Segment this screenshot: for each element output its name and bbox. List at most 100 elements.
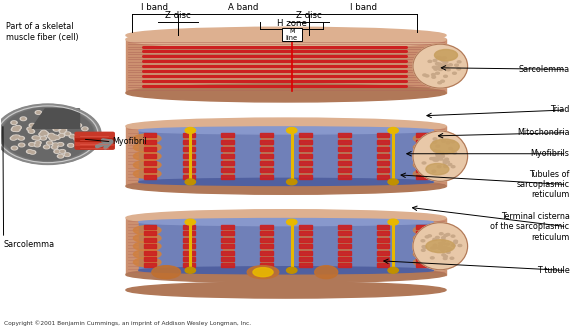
Circle shape bbox=[435, 159, 438, 161]
Bar bbox=[262, 235, 272, 238]
Bar bbox=[221, 154, 234, 158]
Bar bbox=[415, 140, 428, 144]
Circle shape bbox=[444, 165, 448, 168]
Bar bbox=[377, 232, 389, 235]
Bar bbox=[144, 244, 157, 248]
Bar bbox=[139, 222, 433, 270]
Bar bbox=[145, 144, 156, 147]
Circle shape bbox=[441, 59, 445, 61]
Circle shape bbox=[55, 136, 59, 138]
Circle shape bbox=[35, 136, 41, 140]
Bar bbox=[222, 137, 233, 140]
Bar bbox=[183, 161, 195, 165]
Bar bbox=[300, 172, 310, 175]
Bar bbox=[300, 137, 310, 140]
Bar bbox=[338, 175, 351, 179]
Circle shape bbox=[40, 132, 46, 135]
Circle shape bbox=[437, 154, 440, 156]
Text: Copyright ©2001 Benjamin Cummings, an imprint of Addison Wesley Longman, Inc.: Copyright ©2001 Benjamin Cummings, an im… bbox=[3, 320, 251, 326]
Circle shape bbox=[51, 122, 54, 124]
Text: M
line: M line bbox=[286, 28, 298, 41]
Bar bbox=[377, 263, 389, 267]
Bar bbox=[338, 154, 351, 158]
Circle shape bbox=[449, 148, 452, 150]
Circle shape bbox=[26, 150, 33, 153]
Circle shape bbox=[433, 159, 437, 161]
Text: Tubules of
sarcoplasmic
reticulum: Tubules of sarcoplasmic reticulum bbox=[517, 170, 570, 199]
Circle shape bbox=[31, 124, 34, 126]
Circle shape bbox=[448, 163, 452, 166]
Circle shape bbox=[12, 128, 18, 131]
Circle shape bbox=[12, 122, 16, 124]
Circle shape bbox=[454, 64, 458, 66]
Bar bbox=[183, 257, 195, 261]
Circle shape bbox=[433, 238, 437, 240]
Bar bbox=[262, 241, 272, 245]
Bar bbox=[416, 151, 427, 154]
Bar bbox=[183, 251, 195, 255]
Circle shape bbox=[14, 127, 17, 129]
Circle shape bbox=[437, 56, 441, 58]
Circle shape bbox=[66, 133, 69, 135]
Circle shape bbox=[458, 244, 462, 247]
Ellipse shape bbox=[314, 266, 338, 279]
Circle shape bbox=[13, 129, 16, 131]
Bar bbox=[222, 235, 233, 238]
Bar bbox=[183, 133, 195, 137]
Bar bbox=[377, 147, 389, 151]
Bar bbox=[221, 251, 234, 255]
Circle shape bbox=[453, 241, 457, 244]
Bar bbox=[260, 251, 273, 255]
Text: Z disc: Z disc bbox=[165, 11, 191, 20]
Circle shape bbox=[64, 120, 67, 122]
Circle shape bbox=[33, 137, 37, 139]
Circle shape bbox=[0, 107, 96, 161]
Circle shape bbox=[54, 150, 60, 153]
Circle shape bbox=[441, 80, 445, 82]
Bar bbox=[184, 248, 194, 251]
Circle shape bbox=[0, 106, 97, 162]
Circle shape bbox=[42, 132, 48, 135]
Bar bbox=[378, 172, 388, 175]
Circle shape bbox=[441, 64, 445, 66]
Circle shape bbox=[435, 72, 439, 74]
Ellipse shape bbox=[134, 234, 161, 243]
Circle shape bbox=[449, 64, 452, 66]
Circle shape bbox=[38, 125, 44, 129]
Circle shape bbox=[439, 57, 443, 59]
Bar bbox=[260, 133, 273, 137]
Circle shape bbox=[50, 121, 56, 124]
Circle shape bbox=[42, 119, 48, 123]
Circle shape bbox=[35, 111, 41, 114]
Circle shape bbox=[453, 72, 456, 74]
Circle shape bbox=[444, 64, 448, 66]
Circle shape bbox=[421, 240, 425, 242]
Circle shape bbox=[443, 160, 447, 162]
Circle shape bbox=[74, 137, 80, 141]
Circle shape bbox=[55, 151, 59, 153]
Bar bbox=[144, 161, 157, 165]
Circle shape bbox=[77, 124, 80, 126]
Circle shape bbox=[59, 130, 66, 133]
Circle shape bbox=[47, 141, 53, 145]
Bar bbox=[144, 133, 157, 137]
Ellipse shape bbox=[253, 268, 273, 277]
Bar bbox=[300, 260, 310, 264]
Circle shape bbox=[28, 151, 32, 153]
Circle shape bbox=[452, 244, 456, 247]
Circle shape bbox=[439, 69, 442, 71]
Circle shape bbox=[62, 115, 68, 119]
Circle shape bbox=[75, 138, 79, 140]
Bar bbox=[415, 168, 428, 172]
Circle shape bbox=[51, 138, 55, 140]
Ellipse shape bbox=[287, 219, 297, 225]
Circle shape bbox=[430, 257, 434, 259]
Circle shape bbox=[67, 144, 74, 147]
Bar bbox=[339, 144, 350, 147]
Bar bbox=[299, 257, 312, 261]
Circle shape bbox=[423, 74, 426, 76]
Circle shape bbox=[83, 128, 86, 130]
Bar bbox=[222, 165, 233, 168]
Bar bbox=[299, 133, 312, 137]
Bar bbox=[415, 232, 428, 235]
